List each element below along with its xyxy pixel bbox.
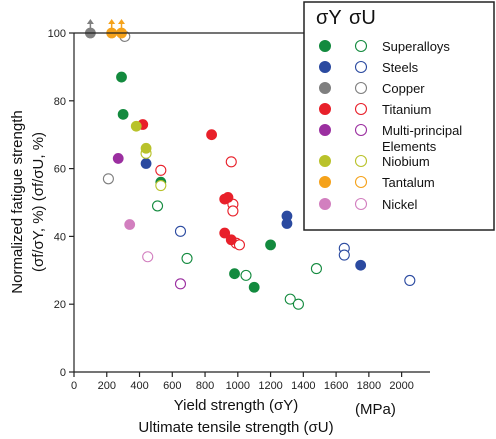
legend-uts-marker bbox=[354, 81, 368, 95]
yield-point-steels bbox=[140, 158, 152, 169]
uts-point-steels bbox=[338, 249, 350, 261]
legend-label: Superalloys bbox=[382, 39, 450, 54]
legend-uts-marker bbox=[354, 102, 368, 116]
legend-uts-marker bbox=[354, 39, 368, 53]
uts-point-niobium bbox=[155, 180, 167, 192]
yield-point-niobium bbox=[140, 142, 152, 154]
legend-uts-marker bbox=[354, 60, 368, 74]
x-tick-label: 1200 bbox=[258, 380, 282, 392]
legend-yield-marker bbox=[319, 124, 331, 136]
axes: 0 200 400 600 800 1000 1200 1400 1600 1800 2000 0 20… bbox=[48, 28, 430, 392]
legend-header-uts: σU bbox=[349, 7, 376, 29]
y-tick-label: 20 bbox=[54, 299, 66, 311]
legend-yield-marker bbox=[319, 40, 331, 52]
x-tick-label: 1400 bbox=[291, 380, 315, 392]
legend-item: Multi-principal Elements bbox=[319, 123, 462, 154]
uts-point-nickel bbox=[142, 251, 154, 263]
uts-point-steels bbox=[404, 274, 416, 287]
legend-uts-marker bbox=[354, 154, 368, 168]
legend-item: Copper bbox=[319, 81, 425, 96]
legend-uts-marker bbox=[354, 123, 368, 137]
legend-item: Tantalum bbox=[319, 175, 435, 190]
x-tick-label: 0 bbox=[71, 380, 77, 392]
y-tick-label: 0 bbox=[60, 367, 66, 379]
legend-item: Niobium bbox=[319, 154, 430, 169]
legend-item: Superalloys bbox=[319, 39, 450, 54]
y-tick-label: 60 bbox=[54, 164, 66, 176]
yield-point-superalloys bbox=[117, 108, 129, 120]
uts-point-steels bbox=[174, 225, 187, 237]
y-tick-label: 40 bbox=[54, 231, 66, 243]
legend-label: Steels bbox=[382, 60, 419, 75]
legend-label: Nickel bbox=[382, 197, 418, 212]
legend-label: Multi-principal Elements bbox=[382, 123, 462, 154]
uts-point-superalloys bbox=[181, 252, 193, 264]
legend-yield-marker bbox=[319, 103, 331, 115]
yield-point-nickel bbox=[124, 219, 136, 230]
yield-point-superalloys bbox=[248, 281, 260, 293]
y-tick-label: 100 bbox=[48, 28, 66, 40]
uts-point-titanium bbox=[227, 205, 239, 217]
legend-box bbox=[303, 1, 495, 231]
x-tick-label: 600 bbox=[163, 380, 181, 392]
yield-point-titanium bbox=[206, 129, 218, 141]
uts-point-titanium bbox=[233, 239, 245, 251]
yield-point-superalloys bbox=[229, 268, 240, 280]
x-tick-label: 400 bbox=[130, 380, 148, 392]
legend-yield-marker bbox=[319, 155, 331, 167]
x-tick-label: 1600 bbox=[324, 380, 348, 392]
yield-point-titanium bbox=[225, 234, 237, 246]
x-axis-title-line2: Ultimate tensile strength (σU) bbox=[138, 419, 333, 436]
x-tick-label: 2000 bbox=[389, 380, 413, 392]
yield-point-superalloys bbox=[265, 239, 276, 251]
legend-yield-marker bbox=[319, 176, 331, 188]
legend: σY σU Superalloys Steels Copper Titanium Mul… bbox=[303, 1, 495, 231]
plot-area bbox=[84, 19, 416, 310]
legend-item: Titanium bbox=[319, 102, 431, 117]
legend-yield-marker bbox=[319, 82, 331, 94]
y-tick-label: 80 bbox=[54, 96, 66, 108]
legend-item: Steels bbox=[319, 60, 419, 75]
uts-point-superalloys bbox=[151, 200, 164, 212]
yield-point-superalloys bbox=[116, 71, 127, 83]
yield-point-niobium bbox=[130, 120, 142, 132]
legend-yield-marker bbox=[319, 61, 331, 73]
yield-point-steels bbox=[355, 259, 367, 271]
yield-point-multi-principal-elements bbox=[112, 153, 124, 164]
yield-point-titanium bbox=[222, 192, 234, 203]
legend-uts-marker bbox=[354, 197, 368, 211]
legend-label: Niobium bbox=[382, 154, 430, 169]
x-tick-label: 1000 bbox=[226, 380, 250, 392]
yield-point-steels bbox=[281, 218, 293, 229]
y-axis-title-line1: Normalized fatigue strength bbox=[9, 110, 26, 293]
x-axis-title-line1: Yield strength (σY) bbox=[174, 397, 299, 414]
uts-point-titanium bbox=[155, 164, 167, 176]
legend-uts-marker bbox=[354, 175, 368, 189]
uts-point-superalloys bbox=[240, 269, 252, 281]
uts-point-superalloys bbox=[310, 263, 322, 275]
x-tick-label: 800 bbox=[196, 380, 214, 392]
x-tick-label: 1800 bbox=[357, 380, 381, 392]
uts-point-superalloys bbox=[284, 293, 296, 305]
legend-item: Nickel bbox=[319, 197, 418, 212]
uts-point-copper bbox=[102, 173, 114, 185]
y-axis-title-line2: (σf/σY, %) (σf/σU, %) bbox=[30, 132, 47, 272]
legend-yield-marker bbox=[319, 198, 331, 210]
legend-label: Copper bbox=[382, 81, 425, 96]
yield-point-titanium bbox=[219, 227, 231, 239]
uts-point-multi-principal-elements bbox=[174, 278, 187, 290]
uts-point-titanium bbox=[225, 156, 237, 168]
x-tick-label: 200 bbox=[98, 380, 116, 392]
x-axis-unit: (MPa) bbox=[355, 401, 396, 418]
legend-header-yield: σY bbox=[316, 7, 342, 29]
uts-point-superalloys bbox=[292, 298, 304, 310]
legend-label: Tantalum bbox=[382, 175, 435, 190]
legend-label: Titanium bbox=[382, 102, 431, 117]
